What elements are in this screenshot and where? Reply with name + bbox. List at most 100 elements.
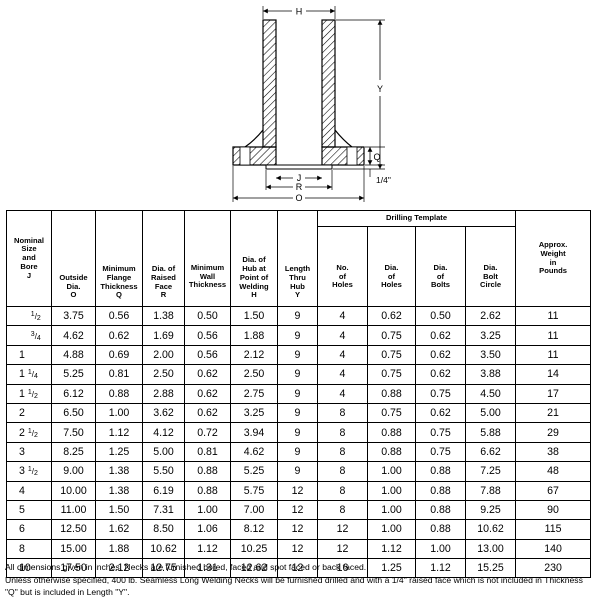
cell-o: 3.75 — [51, 306, 96, 327]
cell-h: 5.25 — [230, 461, 278, 482]
cell-dh: 1.00 — [367, 481, 416, 501]
cell-bc: 2.62 — [464, 306, 517, 327]
cell-dh: 0.88 — [367, 384, 416, 404]
label-q: Q — [373, 152, 380, 162]
cell-bc: 3.88 — [464, 364, 517, 385]
table-row: 3 8.25 1.25 5.00 0.81 4.62 9 8 0.88 0.75 6.62 38 — [6, 442, 592, 463]
cell-n: 4 — [317, 364, 368, 385]
cell-n: 12 — [317, 519, 368, 540]
table-row: 2 6.50 1.00 3.62 0.62 3.25 9 8 0.75 0.62 5.00 21 — [6, 403, 592, 424]
cell-nominal-size: 8 — [6, 539, 52, 560]
cell-q: 1.25 — [95, 442, 143, 463]
cell-o: 17.50 — [51, 558, 96, 579]
label-quarter: 1/4" — [376, 175, 391, 185]
cell-r: 2.00 — [142, 345, 185, 366]
cell-h: 3.94 — [230, 422, 278, 443]
cell-h: 10.25 — [230, 539, 278, 560]
cell-bc: 4.50 — [464, 384, 517, 404]
label-j: J — [297, 173, 302, 183]
cell-dh: 0.75 — [367, 345, 416, 366]
cell-n: 4 — [317, 306, 368, 327]
cell-o: 12.50 — [51, 519, 96, 540]
col-hub: Dia. of Hub at Point of Welding H — [230, 210, 278, 307]
cell-bc: 7.88 — [464, 481, 517, 501]
table-row: 3 1/2 9.00 1.38 5.50 0.88 5.25 9 8 1.00 0.88 7.25 4… — [6, 461, 592, 482]
table-row: 10 17.50 2.12 12.75 1.31 12.62 12 16 1.25 1.12 15.… — [6, 558, 592, 579]
cell-y: 9 — [277, 403, 318, 424]
cell-dh: 1.00 — [367, 519, 416, 540]
cell-wall: 0.88 — [184, 461, 231, 482]
cell-q: 1.62 — [95, 519, 143, 540]
cell-q: 0.69 — [95, 345, 143, 366]
table-body: 1/2 3.75 0.56 1.38 0.50 1.50 9 4 0.62 0.50 2.62 11 … — [6, 306, 592, 579]
cell-dh: 0.88 — [367, 422, 416, 443]
flange-left — [232, 146, 277, 166]
cell-bc: 9.25 — [464, 500, 517, 521]
cell-db: 0.88 — [415, 461, 466, 482]
cell-wall: 0.72 — [184, 422, 231, 443]
cell-nominal-size: 3 — [6, 442, 52, 463]
cell-w: 17 — [515, 384, 592, 404]
cell-wall: 1.06 — [184, 519, 231, 540]
cell-bc: 3.50 — [464, 345, 517, 366]
cell-r: 3.62 — [142, 403, 185, 424]
flange-drawing: H Y Q 1/4" J R O — [232, 6, 391, 203]
cell-dh: 0.88 — [367, 442, 416, 463]
cell-q: 1.50 — [95, 500, 143, 521]
cell-q: 0.88 — [95, 384, 143, 404]
cell-w: 14 — [515, 364, 592, 385]
cell-o: 4.62 — [51, 325, 96, 346]
col-dia-bolts: Dia. of Bolts — [415, 226, 466, 307]
cell-o: 6.50 — [51, 403, 96, 424]
cell-h: 2.50 — [230, 364, 278, 385]
cell-dh: 1.00 — [367, 461, 416, 482]
cell-q: 1.38 — [95, 481, 143, 501]
cell-n: 8 — [317, 422, 368, 443]
cell-wall: 1.12 — [184, 539, 231, 560]
cell-nominal-size: 2 1/2 — [6, 422, 52, 443]
cell-q: 0.62 — [95, 325, 143, 346]
cell-wall: 0.56 — [184, 325, 231, 346]
footnotes: All dimensions given in inches. Necks ar… — [5, 561, 593, 599]
table-row: 1 4.88 0.69 2.00 0.56 2.12 9 4 0.75 0.62 3.50 11 — [6, 345, 592, 366]
cell-q: 1.38 — [95, 461, 143, 482]
col-raised: Dia. of Raised Face R — [142, 210, 185, 307]
cell-y: 12 — [277, 500, 318, 521]
col-wall: Minimum Wall Thickness — [184, 210, 231, 307]
cell-h: 5.75 — [230, 481, 278, 501]
label-y: Y — [377, 84, 383, 94]
cell-db: 0.62 — [415, 325, 466, 346]
cell-r: 12.75 — [142, 558, 185, 579]
cell-nominal-size: 1 1/4 — [6, 364, 52, 385]
cell-h: 1.88 — [230, 325, 278, 346]
cell-wall: 0.88 — [184, 481, 231, 501]
cell-db: 0.88 — [415, 481, 466, 501]
table-row: 1 1/4 5.25 0.81 2.50 0.62 2.50 9 4 0.75 0.62 3.88 1… — [6, 364, 592, 385]
cell-nominal-size: 3 1/2 — [6, 461, 52, 482]
cell-wall: 0.50 — [184, 306, 231, 327]
col-weight: Approx. Weight in Pounds — [515, 210, 592, 307]
cell-n: 8 — [317, 442, 368, 463]
cell-nominal-size: 2 — [6, 403, 52, 424]
cell-nominal-size: 5 — [6, 500, 52, 521]
cell-db: 0.88 — [415, 519, 466, 540]
label-o: O — [295, 193, 302, 203]
cell-wall: 0.56 — [184, 345, 231, 366]
cell-bc: 10.62 — [464, 519, 517, 540]
right-wall — [321, 19, 336, 148]
cell-h: 4.62 — [230, 442, 278, 463]
cell-wall: 0.62 — [184, 364, 231, 385]
cell-bc: 15.25 — [464, 558, 517, 579]
cell-n: 4 — [317, 325, 368, 346]
cell-dh: 0.62 — [367, 306, 416, 327]
cell-n: 4 — [317, 345, 368, 366]
cell-db: 0.62 — [415, 345, 466, 366]
table-header: Nominal Size and Bore J Outside Dia. O Minimum… — [6, 210, 592, 307]
cell-nominal-size: 4 — [6, 481, 52, 501]
cell-q: 0.56 — [95, 306, 143, 327]
cell-h: 3.25 — [230, 403, 278, 424]
cell-q: 1.12 — [95, 422, 143, 443]
cell-dh: 0.75 — [367, 403, 416, 424]
col-flange: Minimum Flange Thickness Q — [95, 210, 143, 307]
cell-y: 9 — [277, 325, 318, 346]
